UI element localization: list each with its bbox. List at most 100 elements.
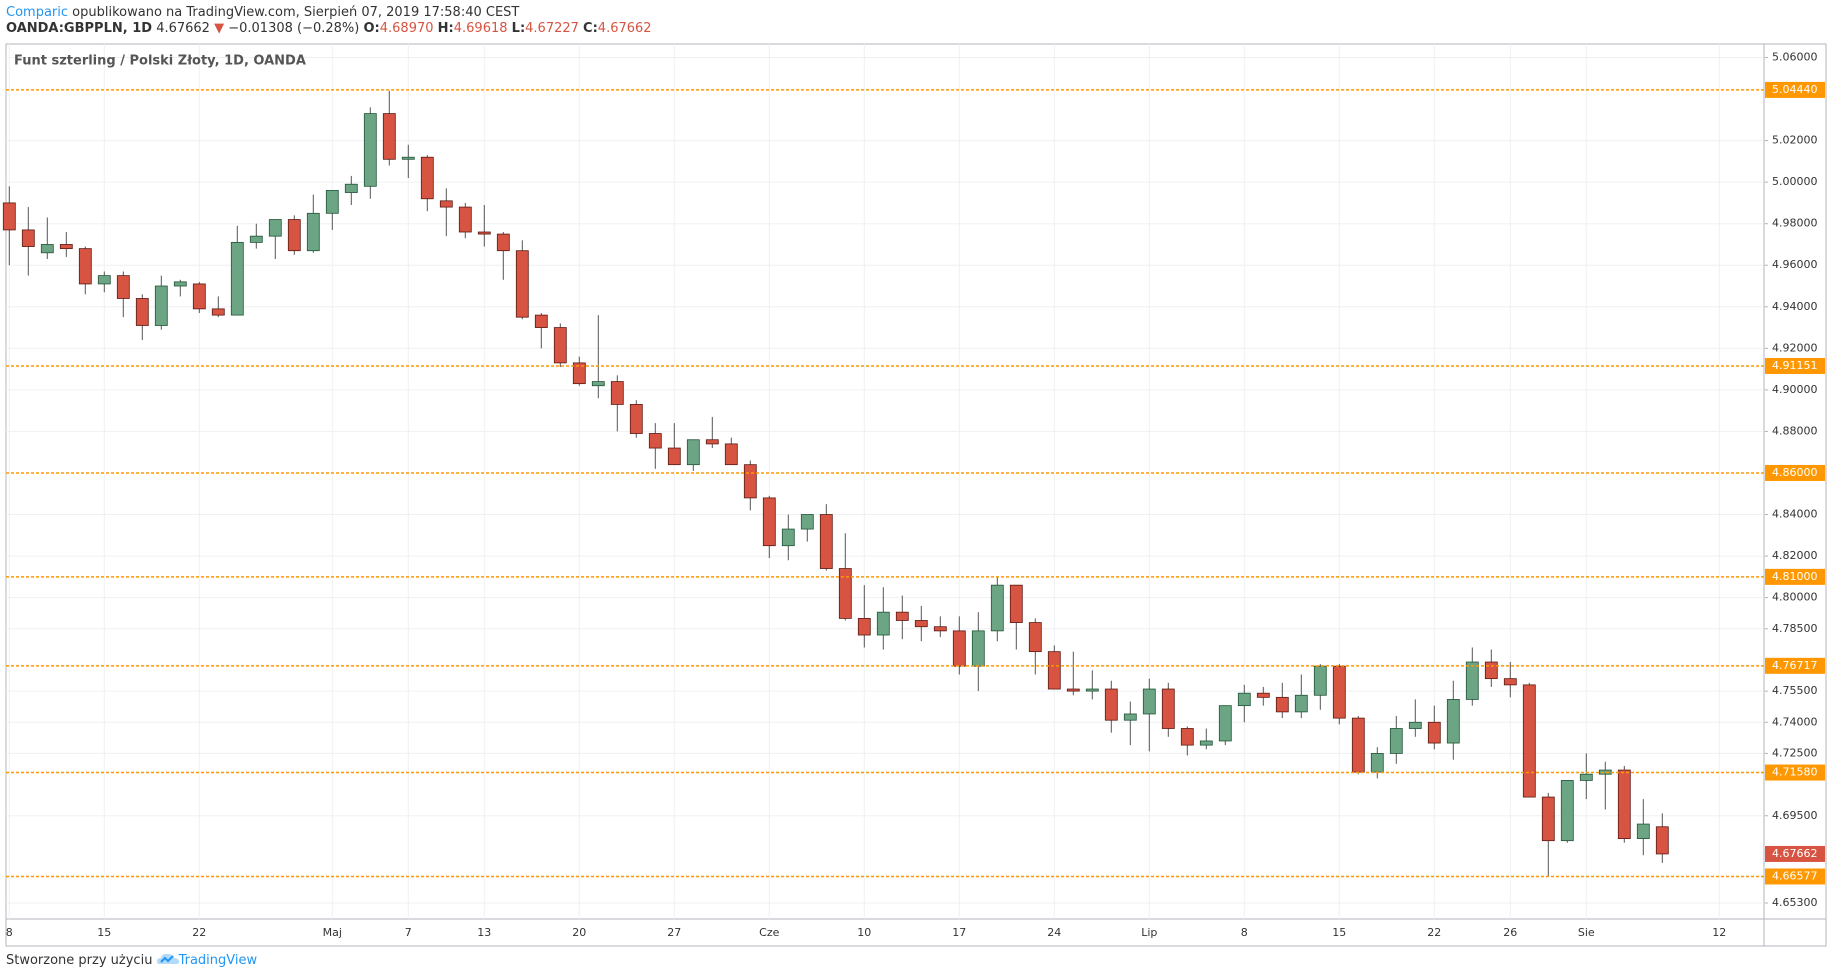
last: 4.67662 [156,21,210,36]
y-tick-label: 4.82000 [1772,549,1818,562]
candle-body [1370,753,1384,773]
ohlc-value: 4.69618 [453,21,508,36]
x-tick-label: 7 [405,926,412,939]
candle-body [382,113,396,160]
x-tick-label: 8 [6,926,13,939]
candle-body [2,202,16,231]
candle-body [116,275,130,299]
candle-body [97,275,111,285]
level-label: 4.81000 [1772,570,1818,583]
candle-body [1351,717,1365,773]
candle-body [895,611,909,621]
change: −0.01308 (−0.28%) [228,21,360,36]
candle-body [876,611,890,636]
candle-body [192,283,206,310]
level-label-box [1765,357,1825,374]
candle-body [990,584,1004,632]
x-tick-label: Cze [759,926,779,939]
candle-body [515,250,529,318]
x-tick-label: 15 [97,926,111,939]
x-tick-label: 22 [1427,926,1441,939]
candle-body [1541,796,1555,842]
candle-body [344,183,358,193]
candle-body [1142,688,1156,715]
candles [2,90,1669,876]
y-tick-label: 4.90000 [1772,383,1818,396]
arrow: ▼ [214,21,225,36]
y-tick-label: 4.96000 [1772,258,1818,271]
x-tick-label: 13 [477,926,491,939]
author[interactable]: Comparic [6,5,69,20]
candle-body [1085,688,1099,692]
candle-body [838,568,852,619]
last-price-box [1765,845,1825,862]
candle-body [933,626,947,632]
candle-body [952,630,966,667]
candle-body [78,248,92,285]
candle-body [1560,780,1574,842]
y-tick-label: 4.69500 [1772,809,1818,822]
header-line-1: Comparic opublikowano na TradingView.com… [6,5,519,20]
candle-body [1408,721,1422,729]
candle-body [1294,694,1308,713]
ohlc-label: L: [511,21,526,36]
candle-body [135,298,149,326]
y-tick-label: 5.02000 [1772,134,1818,147]
candle-body [154,285,168,326]
candle-body [1446,699,1460,744]
candle-body [1655,826,1669,855]
level-label-box [1765,568,1825,585]
candle-body [1484,661,1498,680]
candle-body [1104,688,1118,721]
x-tick-label: 24 [1047,926,1061,939]
y-tick-label: 4.84000 [1772,508,1818,521]
y-tick-label: 4.78500 [1772,622,1818,635]
x-tick-label: 26 [1503,926,1517,939]
candle-body [971,630,985,667]
y-tick-label: 5.00000 [1772,175,1818,188]
candle-body [458,206,472,233]
brand[interactable]: TradingView [178,953,258,968]
candle-body [325,190,339,214]
candle-body [1503,678,1517,686]
footer: Stworzone przy użyciu TradingView [6,952,257,968]
candle-body [1237,692,1251,707]
candle-body [914,620,928,628]
x-tick-label: 15 [1332,926,1346,939]
ohlc-label: C: [583,21,598,36]
candle-body [1636,823,1650,840]
candle-body [1332,665,1346,719]
ohlc-value: 4.67227 [525,21,579,36]
y-tick-label: 5.06000 [1772,51,1818,64]
candle-body [1161,688,1175,729]
ohlc-value: 4.68970 [379,21,434,36]
candle-body [59,244,73,250]
candle-body [268,219,282,237]
header-line-2: OANDA:GBPPLN, 1D 4.67662 ▼ −0.01308 (−0.… [6,21,652,36]
x-tick-label: Lip [1141,926,1157,939]
ohlc-label: O: [363,21,380,36]
ohlc-value: 4.67662 [597,21,652,36]
candle-body [439,200,453,208]
candle-body [686,439,700,466]
chart-title: Funt szterling / Polski Złoty, 1D, OANDA [14,54,306,69]
level-label-box [1765,764,1825,781]
candle-body [1180,728,1194,746]
footer-text: Stworzone przy użyciu [6,953,153,968]
candle-body [420,156,434,200]
candle-body [553,327,567,364]
y-tick-label: 4.72500 [1772,746,1818,759]
level-label: 4.91151 [1772,359,1818,372]
chart: 5.06000 5.02000 5.00000 4.98000 4.96000 4.940… [2,43,1827,947]
last-price-label: 4.67662 [1772,847,1818,860]
candle-body [591,381,605,387]
candle-body [1617,769,1631,840]
y-tick-label: 4.65300 [1772,896,1818,909]
y-tick-label: 4.92000 [1772,341,1818,354]
level-label: 4.66577 [1772,869,1818,882]
candle-body [857,618,871,636]
candle-body [667,447,681,466]
candle-body [1579,773,1593,781]
candle-body [173,281,187,287]
